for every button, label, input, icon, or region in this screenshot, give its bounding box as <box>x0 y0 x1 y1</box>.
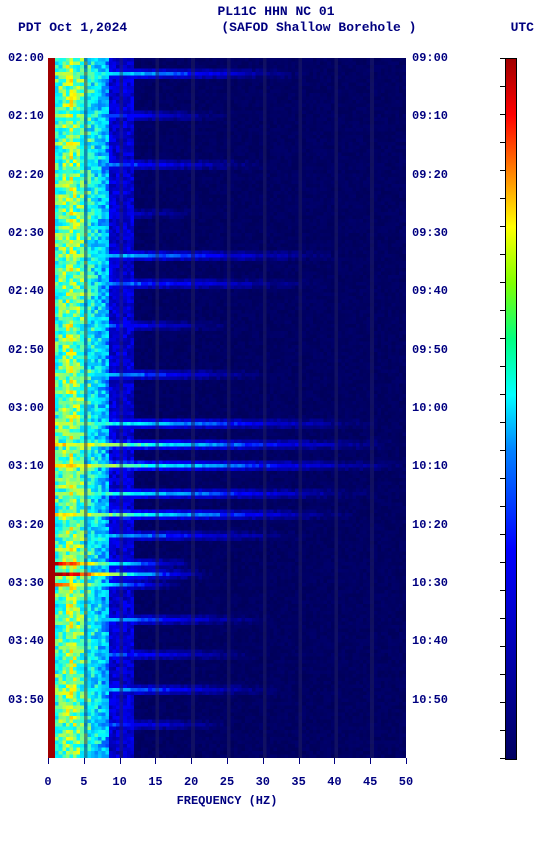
y-tick-left: 02:10 <box>0 110 44 122</box>
x-tick: 20 <box>179 776 203 788</box>
x-tick-mark <box>120 758 121 764</box>
colorbar-tick <box>500 506 505 507</box>
x-tick-mark <box>299 758 300 764</box>
chart-header: PL11C HHN NC 01 PDT Oct 1,2024 (SAFOD Sh… <box>0 0 552 35</box>
y-tick-right: 10:20 <box>412 519 456 531</box>
y-tick-right: 09:30 <box>412 227 456 239</box>
colorbar-tick <box>500 170 505 171</box>
y-tick-right: 10:00 <box>412 402 456 414</box>
y-tick-left: 03:00 <box>0 402 44 414</box>
colorbar-tick <box>500 254 505 255</box>
y-tick-right: 10:10 <box>412 460 456 472</box>
x-tick-mark <box>334 758 335 764</box>
colorbar-tick <box>500 590 505 591</box>
colorbar-tick <box>500 142 505 143</box>
colorbar-tick <box>500 394 505 395</box>
x-tick: 25 <box>215 776 239 788</box>
station-code: PL11C HHN NC 01 <box>0 4 552 20</box>
colorbar-tick <box>500 646 505 647</box>
colorbar-tick <box>500 282 505 283</box>
y-tick-left: 02:50 <box>0 344 44 356</box>
x-tick-mark <box>370 758 371 764</box>
colorbar-tick <box>500 618 505 619</box>
y-tick-left: 02:40 <box>0 285 44 297</box>
tz-right: UTC <box>511 20 534 36</box>
colorbar-tick <box>500 366 505 367</box>
x-tick: 30 <box>251 776 275 788</box>
colorbar <box>505 58 517 760</box>
colorbar-tick <box>500 114 505 115</box>
y-tick-right: 09:40 <box>412 285 456 297</box>
spectrogram-canvas <box>48 58 406 758</box>
spectrogram-plot <box>48 58 406 758</box>
y-tick-left: 02:30 <box>0 227 44 239</box>
colorbar-tick <box>500 562 505 563</box>
x-tick: 15 <box>143 776 167 788</box>
x-axis-label: FREQUENCY (HZ) <box>48 794 406 808</box>
y-tick-left: 03:40 <box>0 635 44 647</box>
colorbar-tick <box>500 86 505 87</box>
x-tick-mark <box>227 758 228 764</box>
y-tick-left: 02:00 <box>0 52 44 64</box>
y-tick-right: 09:10 <box>412 110 456 122</box>
x-tick: 45 <box>358 776 382 788</box>
x-tick-mark <box>191 758 192 764</box>
x-tick: 40 <box>322 776 346 788</box>
colorbar-tick <box>500 338 505 339</box>
station-name: (SAFOD Shallow Borehole ) <box>221 20 416 36</box>
colorbar-tick <box>500 198 505 199</box>
colorbar-tick <box>500 478 505 479</box>
y-tick-right: 10:30 <box>412 577 456 589</box>
colorbar-tick <box>500 58 505 59</box>
y-tick-right: 09:00 <box>412 52 456 64</box>
colorbar-tick <box>500 450 505 451</box>
x-tick-mark <box>48 758 49 764</box>
y-tick-left: 03:20 <box>0 519 44 531</box>
colorbar-tick <box>500 730 505 731</box>
x-tick: 0 <box>36 776 60 788</box>
y-tick-right: 09:20 <box>412 169 456 181</box>
x-tick-mark <box>84 758 85 764</box>
date-left: PDT Oct 1,2024 <box>18 20 127 36</box>
y-tick-right: 10:40 <box>412 635 456 647</box>
colorbar-tick <box>500 534 505 535</box>
x-tick-mark <box>406 758 407 764</box>
header-subline: PDT Oct 1,2024 (SAFOD Shallow Borehole )… <box>0 20 552 36</box>
y-tick-left: 02:20 <box>0 169 44 181</box>
x-tick: 50 <box>394 776 418 788</box>
x-tick: 35 <box>287 776 311 788</box>
y-tick-right: 10:50 <box>412 694 456 706</box>
y-tick-left: 03:50 <box>0 694 44 706</box>
colorbar-tick <box>500 310 505 311</box>
colorbar-tick <box>500 422 505 423</box>
y-tick-right: 09:50 <box>412 344 456 356</box>
colorbar-tick <box>500 226 505 227</box>
y-tick-left: 03:30 <box>0 577 44 589</box>
x-tick: 5 <box>72 776 96 788</box>
x-tick-mark <box>263 758 264 764</box>
y-tick-left: 03:10 <box>0 460 44 472</box>
colorbar-tick <box>500 758 505 759</box>
colorbar-tick <box>500 702 505 703</box>
x-tick: 10 <box>108 776 132 788</box>
colorbar-tick <box>500 674 505 675</box>
x-tick-mark <box>155 758 156 764</box>
